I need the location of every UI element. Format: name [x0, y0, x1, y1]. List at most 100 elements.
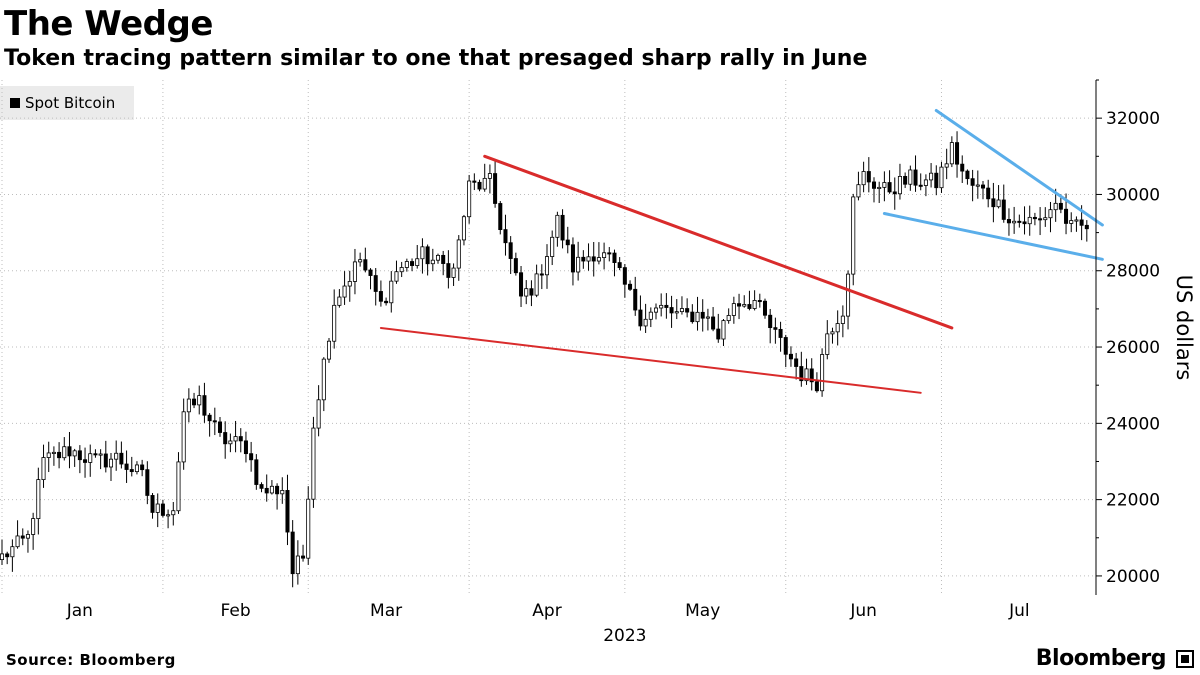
candle-body [1043, 217, 1048, 221]
candle [254, 454, 259, 490]
candle [88, 444, 93, 477]
candle [602, 242, 607, 270]
candle [544, 244, 550, 289]
candle-body [316, 399, 321, 429]
candle-body [633, 288, 638, 311]
candle-body [980, 184, 986, 189]
candle [410, 258, 415, 272]
candle-body [529, 288, 534, 296]
candle-body [254, 459, 259, 485]
candle-body [908, 169, 913, 185]
candle-body [643, 318, 648, 327]
candle-body [669, 307, 674, 314]
candle [788, 346, 793, 367]
candle [306, 486, 311, 565]
candle [269, 480, 274, 495]
candle [700, 299, 705, 332]
candle [368, 268, 373, 290]
candle [762, 298, 768, 319]
candle-body [581, 256, 586, 262]
candle [809, 358, 814, 391]
candle-body [119, 452, 124, 465]
candle [301, 544, 306, 562]
candle [192, 392, 197, 409]
source-note: Source: Bloomberg [6, 651, 176, 669]
candle [799, 351, 804, 387]
candle-body [830, 331, 835, 335]
candle [119, 441, 124, 469]
candle [565, 226, 570, 254]
candle [955, 131, 960, 178]
candle-body [716, 328, 721, 340]
candle-body [892, 191, 897, 195]
candle [202, 382, 207, 423]
candle-body [534, 273, 539, 296]
candle [186, 388, 191, 423]
trendline-june-wedge-upper [483, 154, 954, 330]
candle [207, 413, 212, 437]
candle [757, 293, 762, 308]
candle [586, 243, 591, 271]
candle [425, 244, 430, 276]
y-axis-label: US dollars [1172, 275, 1196, 381]
candle-body [352, 261, 357, 282]
candle [1017, 214, 1022, 228]
candle [332, 289, 337, 349]
candle-body [1074, 219, 1079, 222]
candle-body [181, 411, 186, 463]
candle-body [77, 450, 82, 461]
candle-body [856, 184, 861, 198]
candle-body [98, 453, 103, 456]
candle-body [799, 366, 804, 382]
candle-body [1006, 219, 1011, 224]
candle [752, 290, 757, 311]
candle [446, 250, 451, 289]
candle-body [539, 273, 544, 276]
candle-body [415, 258, 420, 266]
candle-body [929, 172, 934, 181]
candle [249, 441, 254, 472]
candle [124, 450, 129, 483]
candle-body [420, 246, 425, 260]
candle [643, 303, 648, 333]
candle [897, 163, 902, 200]
candle [1043, 207, 1048, 227]
candle-body [721, 320, 726, 340]
candle-body [503, 229, 508, 244]
candle [472, 173, 477, 191]
candle-body [114, 452, 119, 460]
candle-body [243, 440, 248, 455]
candle-body [685, 308, 690, 313]
candle-body [1032, 216, 1037, 220]
candle [908, 165, 913, 191]
candle [892, 177, 897, 210]
candle-body [1038, 218, 1043, 221]
candle-body [934, 172, 939, 189]
candle [430, 248, 435, 272]
candle-body [337, 296, 342, 306]
candle [840, 305, 845, 338]
candle-body [223, 432, 228, 445]
candle-body [321, 358, 326, 401]
candle [243, 431, 248, 463]
candle [648, 307, 653, 328]
candle [155, 493, 160, 528]
candle [20, 528, 25, 546]
bloomberg-terminal-icon [1176, 650, 1194, 668]
candle [358, 252, 363, 267]
candle-body [762, 300, 768, 316]
candle [664, 293, 669, 319]
y-tick-label: 30000 [1106, 185, 1160, 205]
candle [513, 252, 518, 276]
candle-body [378, 291, 383, 302]
candle-body [1069, 220, 1074, 224]
candle [653, 303, 659, 320]
candle [721, 319, 726, 346]
candle-body [918, 184, 923, 187]
candle-body [949, 142, 954, 165]
candle-body [955, 142, 960, 165]
candle-body [794, 358, 799, 367]
candle-body [923, 179, 928, 186]
candle-body [965, 170, 970, 180]
